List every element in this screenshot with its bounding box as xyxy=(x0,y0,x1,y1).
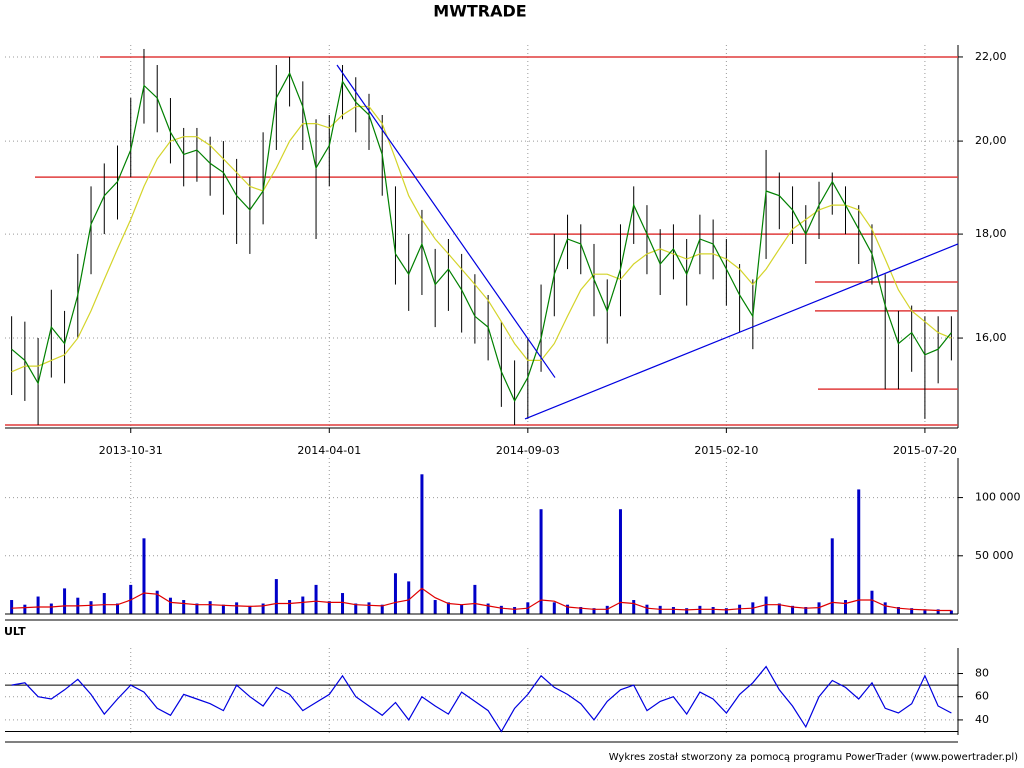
volume-bar xyxy=(168,597,172,614)
volume-bar xyxy=(248,605,252,614)
y-tick-label: 16,00 xyxy=(975,331,1007,344)
volume-bar xyxy=(685,608,689,614)
y-tick-label: 20,00 xyxy=(975,134,1007,147)
volume-bar xyxy=(711,607,715,614)
volume-bar xyxy=(552,602,556,614)
volume-bar xyxy=(830,538,834,614)
volume-bar xyxy=(407,581,411,614)
x-tick-label: 2015-07-20 xyxy=(893,444,957,457)
volume-bar xyxy=(274,579,278,614)
volume-bar xyxy=(592,608,596,614)
volume-bar xyxy=(393,573,397,614)
volume-bar xyxy=(473,584,477,614)
volume-bar xyxy=(288,600,292,614)
volume-bar xyxy=(870,590,874,614)
volume-bar xyxy=(936,609,940,614)
volume-bar xyxy=(354,603,358,614)
volume-bar xyxy=(235,602,239,614)
volume-bar xyxy=(671,607,675,614)
y-tick-label: 80 xyxy=(975,667,989,680)
y-tick-label: 50 000 xyxy=(975,549,1014,562)
volume-bar xyxy=(698,605,702,614)
volume-bar xyxy=(486,603,490,614)
volume-bar xyxy=(645,604,649,614)
volume-bar xyxy=(513,607,517,614)
footer: Wykres został stworzony za pomocą progra… xyxy=(609,752,1018,763)
volume-bar xyxy=(460,604,464,614)
volume-bar xyxy=(49,603,53,614)
volume-bar xyxy=(208,601,212,614)
volume-bar xyxy=(301,596,305,614)
chart-title: MWTRADE xyxy=(433,2,526,21)
y-tick-label: 40 xyxy=(975,713,989,726)
volume-bar xyxy=(89,601,93,614)
volume-bar xyxy=(36,596,40,614)
volume-bar xyxy=(896,607,900,614)
volume-bar xyxy=(658,605,662,614)
volume-bar xyxy=(116,603,120,614)
y-tick-label: 18,00 xyxy=(975,227,1007,240)
volume-bar xyxy=(420,474,424,614)
y-tick-label: 60 xyxy=(975,690,989,703)
volume-bar xyxy=(777,603,781,614)
y-tick-label: 100 000 xyxy=(975,491,1021,504)
volume-bar xyxy=(261,603,265,614)
volume-bar xyxy=(433,600,437,614)
volume-bar xyxy=(182,600,186,614)
volume-bar xyxy=(949,610,953,614)
volume-bar xyxy=(23,604,27,614)
volume-bar xyxy=(843,600,847,614)
x-tick-label: 2013-10-31 xyxy=(99,444,163,457)
x-tick-label: 2015-02-10 xyxy=(694,444,758,457)
volume-bar xyxy=(446,602,450,614)
volume-bar xyxy=(883,602,887,614)
volume-bar xyxy=(632,600,636,614)
volume-average-line xyxy=(11,587,952,612)
volume-bar xyxy=(857,489,861,614)
volume-bar xyxy=(539,509,543,614)
volume-bar xyxy=(618,509,622,614)
trend-line xyxy=(336,64,556,378)
x-tick-label: 2014-04-01 xyxy=(297,444,361,457)
volume-bar xyxy=(221,604,225,614)
volume-bar xyxy=(341,593,345,614)
close-line xyxy=(11,71,952,403)
volume-bar xyxy=(195,603,199,614)
volume-bar xyxy=(327,601,331,614)
volume-bar xyxy=(791,605,795,614)
volume-bar xyxy=(102,593,106,614)
volume-bar xyxy=(724,608,728,614)
volume-bar xyxy=(314,584,318,614)
volume-bar xyxy=(63,588,67,614)
volume-bar xyxy=(155,590,159,614)
volume-bar xyxy=(380,604,384,614)
volume-bar xyxy=(605,605,609,614)
moving-average-line xyxy=(11,105,952,373)
volume-bar xyxy=(499,605,503,614)
ult-line xyxy=(11,665,952,733)
x-tick-label: 2014-09-03 xyxy=(496,444,560,457)
volume-bar xyxy=(804,607,808,614)
volume-bar xyxy=(142,538,146,614)
volume-bar xyxy=(923,609,927,614)
volume-bar xyxy=(910,608,914,614)
volume-bar xyxy=(367,602,371,614)
indicator-title: ULT xyxy=(4,625,26,638)
y-tick-label: 22,00 xyxy=(975,50,1007,63)
volume-bar xyxy=(579,607,583,614)
trend-line xyxy=(524,243,959,420)
volume-bar xyxy=(566,604,570,614)
volume-bar xyxy=(10,600,14,614)
